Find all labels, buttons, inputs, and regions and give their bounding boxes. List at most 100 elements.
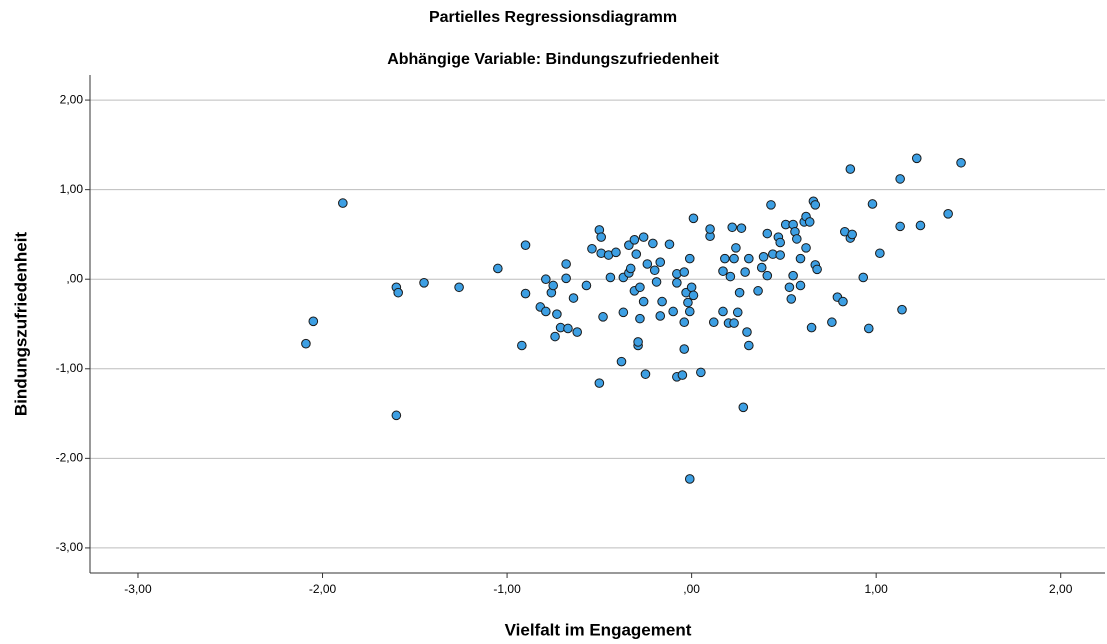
point	[454, 282, 464, 293]
point	[727, 222, 738, 233]
point	[596, 232, 606, 242]
point	[753, 286, 763, 296]
x-tick-label: -3,00	[124, 582, 152, 596]
point	[875, 248, 885, 259]
point	[541, 306, 551, 317]
point	[775, 237, 786, 248]
point	[696, 367, 706, 378]
x-tick-label: -2,00	[309, 582, 337, 596]
point	[756, 262, 767, 273]
x-tick-label: 1,00	[864, 582, 888, 596]
point	[493, 263, 503, 274]
point	[635, 282, 645, 293]
point	[683, 297, 693, 308]
point	[587, 243, 597, 254]
point	[867, 199, 878, 209]
point	[679, 267, 690, 277]
point	[784, 282, 795, 293]
point	[736, 223, 747, 233]
point	[738, 402, 749, 413]
point	[775, 250, 786, 260]
point	[744, 340, 754, 351]
point	[858, 272, 869, 283]
point	[648, 238, 658, 249]
point	[729, 318, 739, 328]
point	[568, 293, 579, 303]
point	[520, 240, 531, 250]
point	[655, 311, 666, 321]
point	[638, 232, 649, 242]
x-tick-label: -1,00	[493, 582, 521, 596]
point	[638, 296, 649, 307]
point	[618, 307, 629, 318]
point	[740, 267, 750, 277]
point	[677, 370, 688, 380]
point	[758, 252, 769, 262]
point	[517, 340, 527, 351]
point	[762, 228, 773, 239]
point	[847, 229, 857, 240]
point	[729, 253, 739, 264]
point	[718, 306, 728, 317]
point	[655, 257, 666, 267]
point	[718, 266, 728, 276]
point	[725, 271, 736, 282]
point	[708, 317, 719, 328]
point	[731, 243, 741, 253]
point	[679, 344, 690, 354]
point	[686, 282, 697, 293]
point	[625, 263, 636, 274]
point	[762, 270, 773, 281]
point	[705, 224, 715, 234]
point	[640, 369, 651, 379]
point	[552, 309, 562, 319]
point	[605, 272, 616, 283]
point	[688, 290, 699, 301]
point	[915, 220, 926, 231]
point	[863, 323, 874, 334]
x-axis-label: Vielfalt im Engagement	[505, 620, 692, 639]
point	[795, 253, 806, 264]
point	[635, 313, 645, 324]
point	[611, 247, 621, 258]
point	[649, 265, 660, 276]
point	[563, 323, 573, 334]
point	[419, 277, 429, 288]
point	[810, 200, 821, 210]
point	[684, 474, 695, 484]
point	[548, 280, 559, 291]
point	[742, 327, 752, 337]
point	[806, 322, 817, 333]
point	[732, 307, 743, 318]
point	[594, 378, 605, 388]
y-axis-label: Bindungszufriedenheit	[11, 232, 30, 417]
point	[668, 306, 678, 317]
point	[895, 221, 905, 232]
point	[642, 259, 653, 269]
point	[308, 316, 319, 327]
x-tick-label: ,00	[683, 582, 700, 596]
point	[657, 296, 667, 307]
point	[788, 270, 798, 281]
x-tick-label: 2,00	[1049, 582, 1073, 596]
point	[684, 306, 695, 317]
point	[616, 356, 627, 367]
y-tick-label: -3,00	[56, 540, 84, 554]
point	[812, 264, 822, 275]
point	[688, 213, 699, 224]
point	[572, 327, 583, 337]
point	[897, 304, 907, 315]
point	[561, 273, 571, 284]
point	[827, 317, 837, 328]
point	[838, 296, 848, 307]
point	[301, 338, 311, 349]
y-tick-label: -2,00	[56, 451, 84, 465]
point	[664, 239, 675, 250]
point	[541, 274, 551, 285]
point	[766, 200, 776, 210]
point	[561, 259, 571, 269]
point	[792, 234, 802, 244]
y-tick-label: -1,00	[56, 361, 84, 375]
point	[581, 280, 592, 291]
